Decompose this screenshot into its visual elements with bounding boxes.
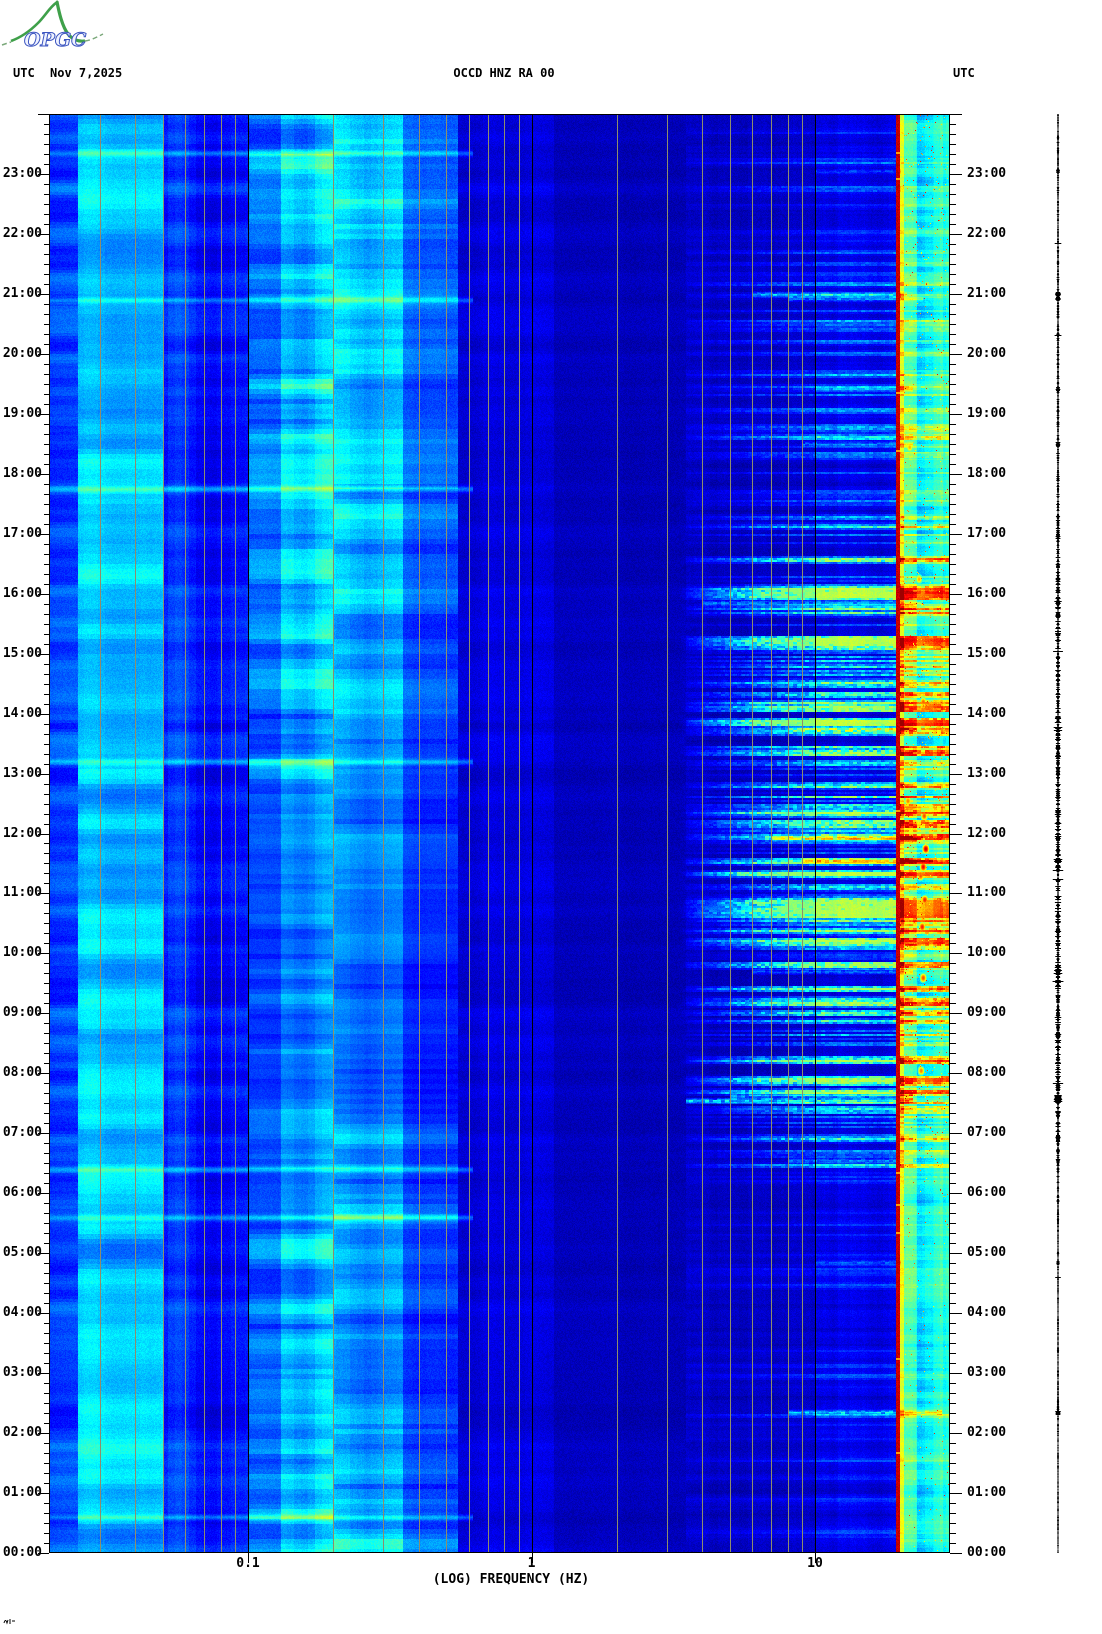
hour-label-left: 19:00 — [2, 405, 42, 421]
plot-frame — [49, 114, 950, 1553]
corner-mark — [3, 1619, 15, 1625]
hour-label-right: 06:00 — [967, 1185, 1007, 1201]
hour-label-right: 22:00 — [967, 225, 1007, 241]
hour-label-right: 11:00 — [967, 885, 1007, 901]
hour-label-right: 12:00 — [967, 825, 1007, 841]
freq-tick-label: 1 — [527, 1556, 536, 1571]
opgc-logo: OPGC — [1, 0, 104, 52]
hour-label-left: 07:00 — [2, 1125, 42, 1141]
hour-label-right: 05:00 — [967, 1245, 1007, 1261]
helicorder-trace — [1044, 114, 1072, 1553]
hour-label-right: 15:00 — [967, 645, 1007, 661]
logo-mountain-right — [55, 1, 86, 43]
hour-label-right: 23:00 — [967, 165, 1007, 181]
date-label: Nov 7,2025 — [50, 66, 123, 80]
station-title: OCCD HNZ RA 00 — [453, 66, 555, 80]
hour-label-right: 14:00 — [967, 705, 1007, 721]
logo-dash-right — [84, 33, 104, 42]
hour-label-left: 02:00 — [2, 1425, 42, 1441]
freq-tick-label: 0.1 — [236, 1556, 260, 1571]
hour-label-left: 11:00 — [2, 885, 42, 901]
spectrogram-canvas — [49, 114, 950, 1553]
hour-label-right: 01:00 — [967, 1485, 1007, 1501]
hour-label-right: 13:00 — [967, 765, 1007, 781]
hour-label-right: 18:00 — [967, 465, 1007, 481]
hour-label-left: 08:00 — [2, 1065, 42, 1081]
hour-label-right: 04:00 — [967, 1305, 1007, 1321]
hour-label-left: 21:00 — [2, 285, 42, 301]
hour-label-left: 14:00 — [2, 705, 42, 721]
hour-label-left: 18:00 — [2, 465, 42, 481]
hour-label-right: 08:00 — [967, 1065, 1007, 1081]
hour-label-left: 05:00 — [2, 1245, 42, 1261]
hour-label-left: 04:00 — [2, 1305, 42, 1321]
freq-tick-label: 10 — [807, 1556, 823, 1571]
hour-label-right: 16:00 — [967, 585, 1007, 601]
hour-label-right: 10:00 — [967, 945, 1007, 961]
hour-label-right: 09:00 — [967, 1005, 1007, 1021]
hour-label-left: 03:00 — [2, 1365, 42, 1381]
hour-label-right: 20:00 — [967, 345, 1007, 361]
x-axis-title: (LOG) FREQUENCY (HZ) — [432, 1572, 590, 1587]
hour-label-left: 15:00 — [2, 645, 42, 661]
hour-label-left: 00:00 — [2, 1545, 42, 1560]
utc-right-label: UTC — [953, 66, 975, 80]
hour-label-right: 19:00 — [967, 405, 1007, 421]
hour-label-right: 17:00 — [967, 525, 1007, 541]
hour-label-left: 16:00 — [2, 585, 42, 601]
hour-label-right: 21:00 — [967, 285, 1007, 301]
hour-label-left: 17:00 — [2, 525, 42, 541]
hour-label-left: 20:00 — [2, 345, 42, 361]
hour-label-left: 12:00 — [2, 825, 42, 841]
logo-text: OPGC — [24, 29, 86, 51]
utc-left-label: UTC — [13, 66, 35, 80]
hour-label-left: 09:00 — [2, 1005, 42, 1021]
logo-mountain-left — [10, 0, 59, 43]
hour-label-right: 03:00 — [967, 1365, 1007, 1381]
hour-label-left: 22:00 — [2, 225, 42, 241]
hour-label-right: 00:00 — [967, 1545, 1007, 1560]
hour-label-left: 23:00 — [2, 165, 42, 181]
logo-dash-left — [1, 41, 12, 46]
hour-label-left: 01:00 — [2, 1485, 42, 1501]
hour-label-left: 10:00 — [2, 945, 42, 961]
hour-label-left: 06:00 — [2, 1185, 42, 1201]
hour-label-left: 13:00 — [2, 765, 42, 781]
hour-label-right: 02:00 — [967, 1425, 1007, 1441]
hour-label-right: 07:00 — [967, 1125, 1007, 1141]
